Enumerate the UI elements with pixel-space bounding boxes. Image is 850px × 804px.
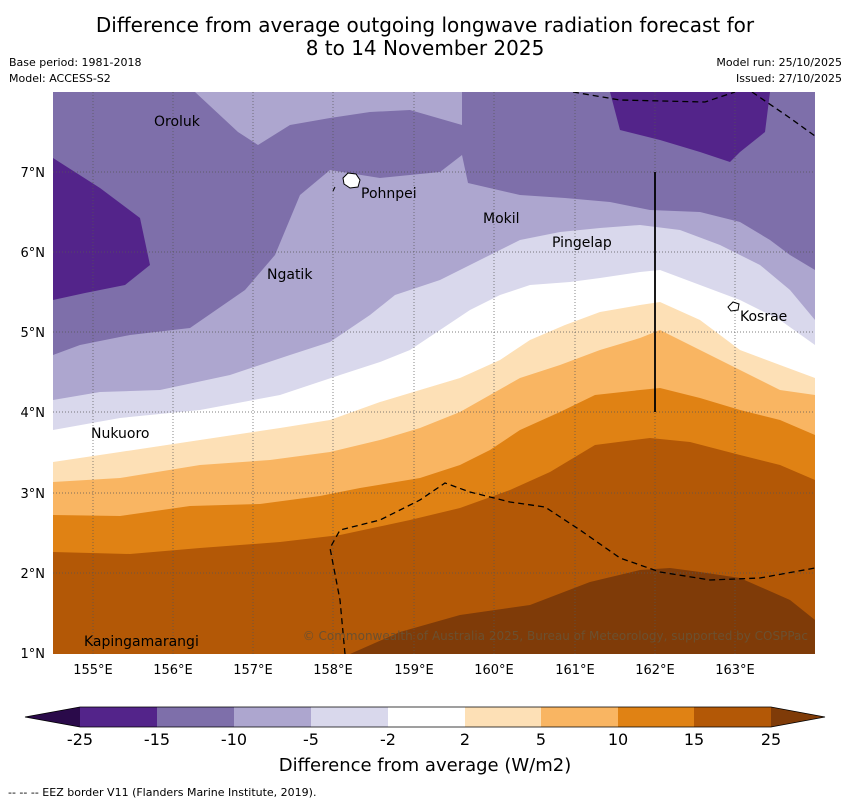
title-line-1: Difference from average outgoing longwav… (95, 13, 755, 37)
lat-axis-labels: 1°N 2°N 3°N 4°N 5°N 6°N 7°N (21, 166, 46, 662)
lon-label-162: 162°E (635, 663, 675, 678)
base-period: Base period: 1981-2018 (9, 56, 142, 69)
colorbar-bin-3 (234, 707, 311, 727)
islands (332, 172, 740, 312)
colorbar-bin-10 (771, 707, 825, 727)
band-minus-10-top (195, 92, 462, 145)
place-nukuoro: Nukuoro (91, 426, 149, 442)
colorbar-tick-7: 10 (608, 730, 628, 749)
eez-borders (329, 92, 815, 654)
lon-label-161: 161°E (555, 663, 595, 678)
model-name: Model: ACCESS-S2 (9, 72, 111, 85)
place-kosrae: Kosrae (740, 309, 787, 325)
lon-label-158: 158°E (313, 663, 353, 678)
colorbar-tick-1: -15 (144, 730, 170, 749)
colorbar-bin-6 (465, 707, 541, 727)
colorbar-bin-4 (311, 707, 388, 727)
pohnpei-island (342, 172, 361, 189)
place-oroluk: Oroluk (154, 114, 201, 130)
lat-label-4: 4°N (21, 406, 46, 421)
colorbar-ticks: -25 -15 -10 -5 -2 2 5 10 15 25 (67, 730, 781, 749)
colorbar-tick-3: -5 (303, 730, 319, 749)
place-pohnpei: Pohnpei (361, 186, 417, 202)
place-kapingamarangi: Kapingamarangi (84, 634, 199, 650)
gridlines (53, 92, 815, 654)
band-minus-25-west (53, 158, 150, 300)
colorbar-bin-0 (25, 707, 80, 727)
colorbar-bin-8 (618, 707, 694, 727)
colorbar-bin-7 (541, 707, 618, 727)
colorbar-bin-1 (80, 707, 157, 727)
colorbar-tick-0: -25 (67, 730, 93, 749)
lon-axis-labels: 155°E 156°E 157°E 158°E 159°E 160°E 161°… (73, 663, 755, 678)
lat-label-6: 6°N (21, 246, 46, 261)
lon-label-159: 159°E (394, 663, 434, 678)
lon-label-155: 155°E (73, 663, 113, 678)
lat-label-7: 7°N (21, 166, 46, 181)
kosrae-island (727, 301, 740, 312)
lat-label-5: 5°N (21, 326, 46, 341)
meta-right: Model run: 25/10/2025 Issued: 27/10/2025 (716, 55, 842, 87)
colorbar-bin-2 (157, 707, 234, 727)
colorbar-bin-5 (388, 707, 465, 727)
place-labels: Oroluk Pohnpei Mokil Pingelap Ngatik Kos… (84, 114, 787, 650)
lon-label-157: 157°E (233, 663, 273, 678)
colorbar-tick-6: 5 (536, 730, 546, 749)
lat-label-3: 3°N (21, 487, 46, 502)
place-pingelap: Pingelap (552, 235, 612, 251)
colorbar-tick-8: 15 (684, 730, 704, 749)
lon-label-160: 160°E (474, 663, 514, 678)
colorbar-tick-2: -10 (221, 730, 247, 749)
meta-left: Base period: 1981-2018 Model: ACCESS-S2 (9, 55, 141, 87)
model-run: Model run: 25/10/2025 (716, 56, 842, 69)
colorbar-title: Difference from average (W/m2) (278, 755, 572, 776)
colorbar (24, 706, 826, 728)
colorbar-tick-9: 25 (761, 730, 781, 749)
place-ngatik: Ngatik (267, 267, 313, 283)
lon-label-163: 163°E (715, 663, 755, 678)
chart-title: Difference from average outgoing longwav… (0, 14, 850, 60)
issued-date: Issued: 27/10/2025 (735, 72, 842, 85)
band-25 (350, 568, 815, 654)
colorbar-bin-9 (694, 707, 771, 727)
place-mokil: Mokil (483, 211, 520, 227)
eez-footnote: -- -- -- EEZ border V11 (Flanders Marine… (8, 786, 317, 799)
colorbar-tick-4: -2 (380, 730, 396, 749)
map-contours (53, 92, 815, 654)
title-line-2: 8 to 14 November 2025 (305, 36, 545, 60)
copyright-notice: © Commonwealth of Australia 2025, Bureau… (303, 629, 808, 643)
lat-label-1: 1°N (21, 647, 46, 662)
band-minus-25-north (610, 92, 770, 162)
colorbar-outline (24, 706, 826, 728)
lon-label-156: 156°E (153, 663, 193, 678)
lat-label-2: 2°N (21, 567, 46, 582)
colorbar-tick-5: 2 (460, 730, 470, 749)
